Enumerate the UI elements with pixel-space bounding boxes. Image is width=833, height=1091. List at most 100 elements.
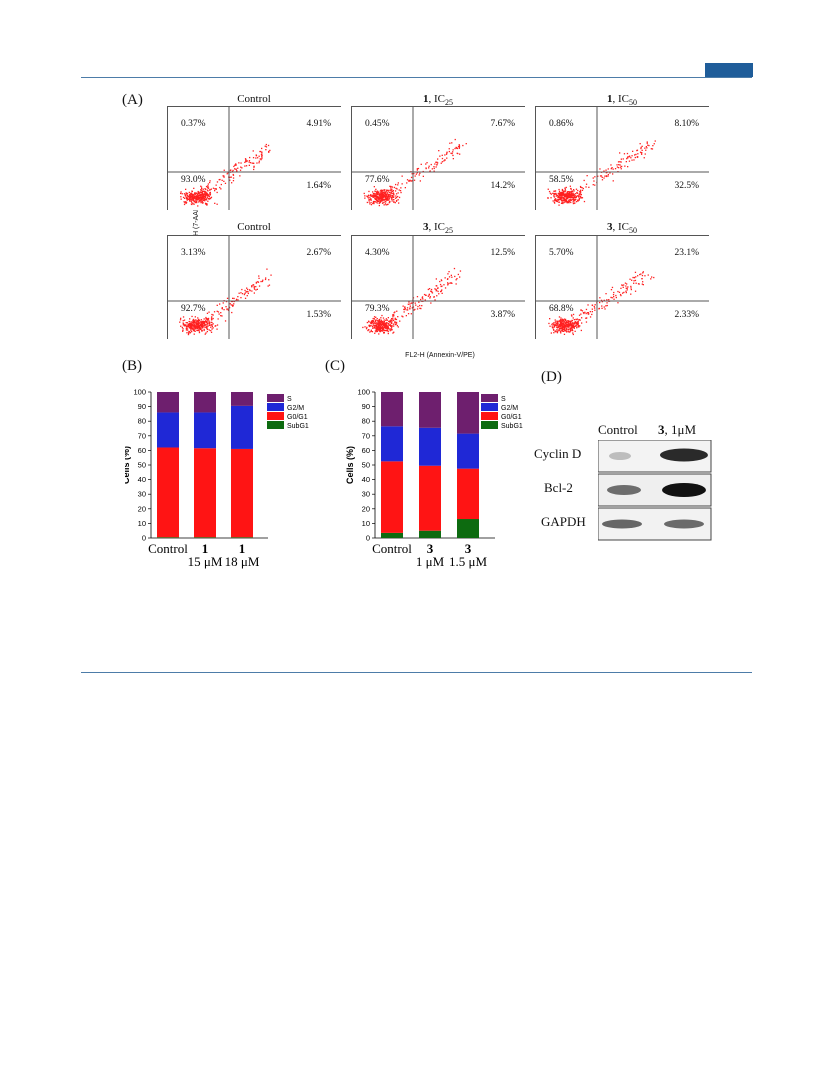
y-tick-label: 60 bbox=[362, 446, 370, 455]
flow-scatter-points bbox=[180, 143, 271, 207]
legend-label: SubG1 bbox=[501, 423, 523, 430]
y-tick-label: 10 bbox=[362, 519, 370, 528]
quadrant-label-ul: 0.37% bbox=[181, 119, 206, 129]
quadrant-label-ll: 68.8% bbox=[549, 304, 574, 314]
wb-col-control: Control bbox=[598, 422, 638, 437]
quadrant-label-lr: 2.33% bbox=[674, 310, 699, 320]
category-sublabel: 18 μM bbox=[225, 554, 260, 569]
wb-band-cyclin-control bbox=[609, 452, 631, 460]
wb-band-cyclin-treated bbox=[660, 448, 708, 462]
y-tick-label: 100 bbox=[133, 388, 146, 397]
legend-swatch bbox=[267, 403, 284, 411]
header-rule bbox=[81, 77, 752, 78]
panel-label-d: (D) bbox=[541, 369, 562, 385]
bar-segment-g2m bbox=[231, 405, 253, 449]
y-tick-label: 70 bbox=[362, 431, 370, 440]
legend-swatch bbox=[481, 421, 498, 429]
y-axis-label: Cells (%) bbox=[125, 446, 131, 484]
flow-plot: 0.37% 4.91% 93.0% 1.64% bbox=[167, 106, 341, 210]
legend-label: S bbox=[501, 396, 506, 403]
flow-plot-title: 3, IC50 bbox=[607, 221, 637, 236]
legend-swatch bbox=[481, 394, 498, 402]
quadrant-label-ur: 7.67% bbox=[490, 119, 515, 129]
y-tick-label: 80 bbox=[138, 417, 146, 426]
category-sublabel: 1.5 μM bbox=[449, 554, 487, 569]
y-axis-label: Cells (%) bbox=[345, 446, 355, 484]
wb-row-cyclin-d: Cyclin D bbox=[534, 446, 582, 461]
y-tick-label: 0 bbox=[142, 534, 146, 543]
quadrant-label-ul: 4.30% bbox=[365, 248, 390, 258]
flow-plot-title: 1, IC50 bbox=[607, 93, 637, 108]
quadrant-label-lr: 3.87% bbox=[490, 310, 515, 320]
wb-bands bbox=[598, 440, 712, 541]
bar-segment-s bbox=[231, 392, 253, 406]
category-label: 1 bbox=[239, 541, 246, 556]
panel-label-a: (A) bbox=[122, 92, 143, 108]
flow-scatter-points bbox=[362, 267, 462, 335]
bar-segment-g2m bbox=[157, 412, 179, 448]
footer-rule bbox=[81, 672, 752, 673]
bar-segment-g2m bbox=[194, 412, 216, 449]
panel-label-c: (C) bbox=[325, 358, 345, 374]
quadrant-label-ur: 2.67% bbox=[306, 248, 331, 258]
legend-swatch bbox=[267, 421, 284, 429]
flow-scatter-points bbox=[179, 268, 272, 336]
y-tick-label: 30 bbox=[362, 490, 370, 499]
category-label: 3 bbox=[465, 541, 472, 556]
bar-segment-g0g1 bbox=[231, 448, 253, 538]
flow-plot: 0.45% 7.67% 77.6% 14.2% bbox=[351, 106, 525, 210]
y-tick-label: 40 bbox=[362, 475, 370, 484]
quadrant-label-ll: 77.6% bbox=[365, 175, 390, 185]
y-tick-label: 50 bbox=[138, 461, 146, 470]
bar-segment-subg1 bbox=[157, 537, 179, 538]
flow-plot: 0.86% 8.10% 58.5% 32.5% bbox=[535, 106, 709, 210]
bar-segment-s bbox=[157, 392, 179, 413]
western-blot: Control 3, 1μM Cyclin D Bcl-2 GAPDH bbox=[530, 418, 720, 548]
y-tick-label: 80 bbox=[362, 417, 370, 426]
quadrant-label-ur: 12.5% bbox=[490, 248, 515, 258]
y-tick-label: 50 bbox=[362, 461, 370, 470]
bar-segment-subg1 bbox=[419, 530, 441, 538]
bar-segment-s bbox=[381, 392, 403, 427]
bar-segment-g2m bbox=[419, 427, 441, 466]
legend-swatch bbox=[481, 403, 498, 411]
flow-scatter-points bbox=[547, 140, 656, 206]
bar-segment-s bbox=[194, 392, 216, 413]
header-tab bbox=[705, 63, 753, 77]
wb-row-gapdh: GAPDH bbox=[541, 514, 586, 529]
flow-plot: 3.13% 2.67% 92.7% 1.53% bbox=[167, 235, 341, 339]
wb-band-gapdh-control bbox=[602, 519, 642, 529]
flow-plot-title: 1, IC25 bbox=[423, 93, 453, 108]
y-tick-label: 100 bbox=[357, 388, 370, 397]
category-label: Control bbox=[148, 541, 188, 556]
y-tick-label: 0 bbox=[366, 534, 370, 543]
bar-segment-g0g1 bbox=[194, 448, 216, 538]
quadrant-label-ll: 79.3% bbox=[365, 304, 390, 314]
quadrant-label-ul: 0.86% bbox=[549, 119, 574, 129]
wb-band-gapdh-treated bbox=[664, 519, 704, 529]
quadrant-label-ur: 23.1% bbox=[674, 248, 699, 258]
bar-segment-subg1 bbox=[457, 519, 479, 538]
y-tick-label: 60 bbox=[138, 446, 146, 455]
quadrant-label-lr: 1.53% bbox=[306, 310, 331, 320]
category-label: Control bbox=[372, 541, 412, 556]
y-tick-label: 10 bbox=[138, 519, 146, 528]
y-tick-label: 90 bbox=[138, 402, 146, 411]
legend-swatch bbox=[267, 412, 284, 420]
bar-segment-s bbox=[457, 392, 479, 434]
bar-segment-g2m bbox=[381, 426, 403, 462]
y-tick-label: 20 bbox=[138, 504, 146, 513]
bar-segment-s bbox=[419, 392, 441, 428]
quadrant-label-ll: 93.0% bbox=[181, 175, 206, 185]
bar-segment-g0g1 bbox=[157, 447, 179, 538]
quadrant-label-lr: 32.5% bbox=[674, 181, 699, 191]
bar-segment-g0g1 bbox=[419, 465, 441, 531]
legend-label: G0/G1 bbox=[287, 414, 308, 421]
legend-label: S bbox=[287, 396, 292, 403]
bar-segment-g0g1 bbox=[457, 468, 479, 520]
bar-segment-g2m bbox=[457, 433, 479, 469]
wb-band-bcl2-treated bbox=[662, 483, 706, 497]
quadrant-label-ur: 8.10% bbox=[674, 119, 699, 129]
